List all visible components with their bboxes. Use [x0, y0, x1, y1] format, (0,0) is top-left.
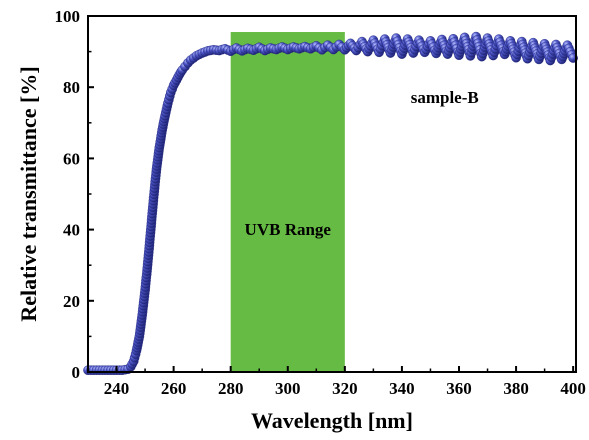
y-axis-title: Relative transmittance [%] [16, 66, 41, 321]
y-tick-label: 60 [63, 149, 80, 168]
x-axis-title: Wavelength [nm] [251, 408, 413, 433]
sample-label: sample-B [411, 88, 479, 107]
uvb-range-label: UVB Range [245, 220, 332, 239]
x-tick-label: 400 [560, 379, 586, 398]
x-tick-label: 340 [389, 379, 415, 398]
x-tick-label: 240 [104, 379, 130, 398]
x-tick-label: 260 [161, 379, 187, 398]
y-tick-label: 80 [63, 78, 80, 97]
y-tick-label: 40 [63, 221, 80, 240]
x-tick-label: 380 [503, 379, 529, 398]
x-tick-label: 300 [275, 379, 301, 398]
y-tick-label: 0 [72, 363, 81, 382]
uvb-range-band [230, 32, 345, 373]
x-tick-label: 360 [446, 379, 472, 398]
y-tick-label: 100 [55, 7, 81, 26]
x-tick-label: 280 [218, 379, 244, 398]
y-tick-label: 20 [63, 292, 80, 311]
x-tick-label: 320 [332, 379, 358, 398]
